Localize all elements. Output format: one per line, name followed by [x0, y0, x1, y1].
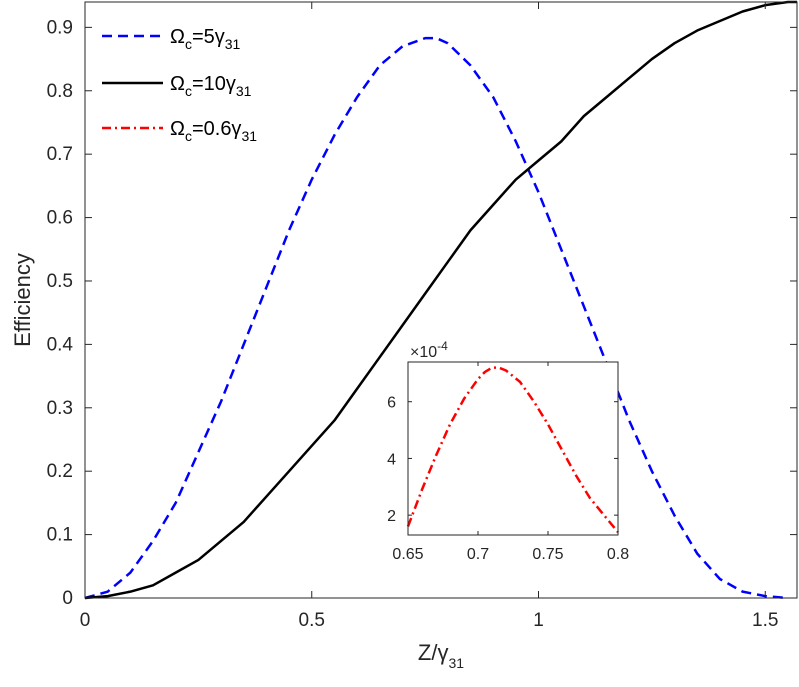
legend-background: [92, 8, 292, 148]
legend-label-series-3: Ωc=0.6γ31: [170, 118, 257, 144]
inset-y-tick-label: 4: [387, 451, 396, 468]
main-x-tick-label: 0: [80, 610, 91, 631]
x-axis-label: Z/γ31: [418, 640, 464, 671]
legend-label-series-1: Ωc=5γ31: [170, 26, 241, 52]
inset-plot: 0.65 0.7 0.75 0.8 2 4 6 ×10-4: [387, 339, 629, 563]
legend-entry-series-1: Ωc=5γ31: [102, 26, 241, 52]
main-series-lines: [84, 0, 797, 600]
inset-y-tick-label: 2: [387, 508, 396, 525]
y-axis-label: Efficiency: [10, 253, 35, 347]
main-y-tick-label: 0.8: [47, 81, 73, 102]
main-series-line-2: [84, 0, 797, 600]
legend-label-series-2: Ωc=10γ31: [170, 73, 252, 99]
main-y-tick-label: 0.7: [47, 144, 73, 165]
main-series-line-1: [84, 36, 789, 600]
inset-axes-box: [407, 361, 619, 536]
main-tick-labels: 0 0.5 1 1.5 0 0.1 0.2 0.3 0.4 0.5 0.6 0.7 0.8 0.9: [47, 17, 779, 631]
main-axes-box: [84, 1, 798, 599]
inset-y-tick-label: 6: [387, 395, 396, 412]
main-y-tick-label: 0.4: [47, 334, 74, 355]
inset-tick-labels: 0.65 0.7 0.75 0.8 2 4 6: [387, 395, 629, 563]
inset-x-tick-label: 0.8: [607, 546, 629, 563]
main-y-tick-label: 0: [62, 588, 73, 609]
x-axis-label-sub: 31: [448, 655, 464, 671]
inset-x-tick-label: 0.75: [532, 546, 563, 563]
inset-x-tick-label: 0.65: [392, 546, 423, 563]
main-y-tick-label: 0.2: [47, 461, 73, 482]
main-y-tick-label: 0.6: [47, 208, 73, 229]
legend-entry-series-2: Ωc=10γ31: [102, 73, 252, 99]
inset-series-lines: [406, 366, 619, 533]
main-x-tick-label: 1: [533, 610, 544, 631]
inset-series-line-1: [406, 366, 619, 533]
x-axis-label-main: Z/γ: [418, 640, 449, 665]
main-x-tick-label: 0.5: [299, 610, 325, 631]
legend: Ωc=5γ31 Ωc=10γ31 Ωc=0.6γ31: [92, 8, 292, 148]
legend-entry-series-3: Ωc=0.6γ31: [102, 118, 257, 144]
inset-exponent-label: ×10-4: [410, 339, 448, 361]
main-x-tick-label: 1.5: [752, 610, 778, 631]
main-y-tick-label: 0.9: [47, 17, 73, 38]
main-y-tick-label: 0.1: [47, 525, 73, 546]
main-y-tick-label: 0.5: [47, 271, 73, 292]
main-y-tick-label: 0.3: [47, 398, 73, 419]
inset-background: [408, 362, 618, 535]
inset-x-tick-label: 0.7: [467, 546, 489, 563]
